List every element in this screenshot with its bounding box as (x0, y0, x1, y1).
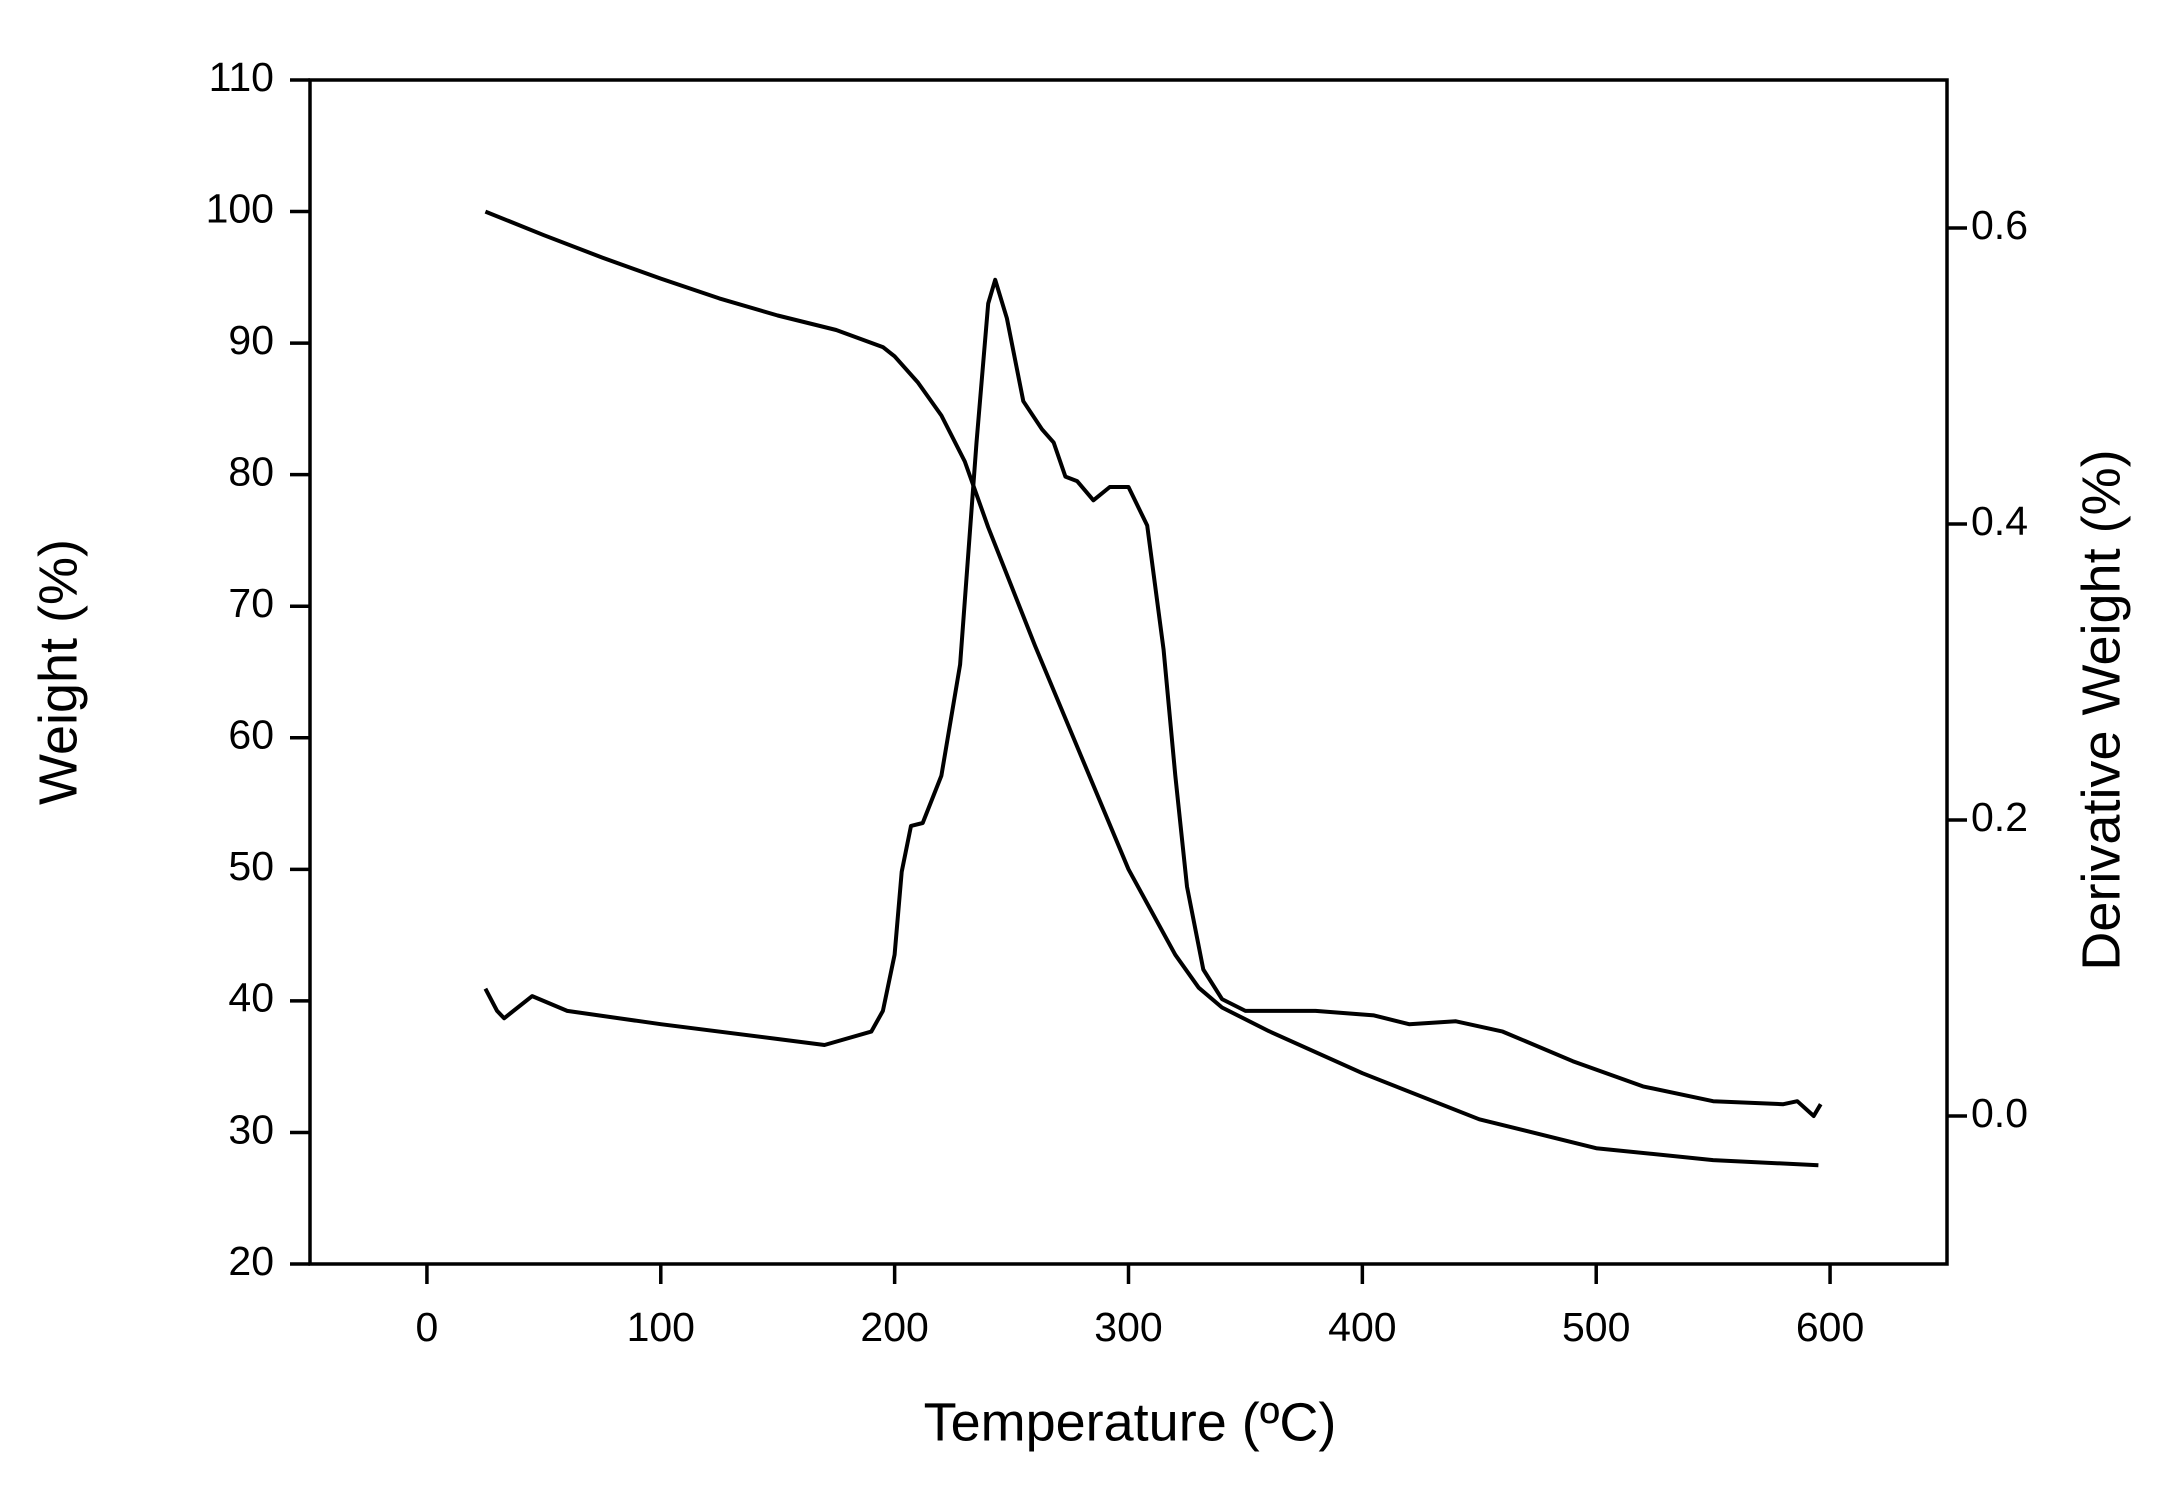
x-tick-label: 500 (1562, 1304, 1630, 1350)
y2-tick-label: 0.0 (1971, 1090, 2028, 1136)
y-tick-label: 60 (228, 712, 274, 758)
x-tick-label: 400 (1328, 1304, 1396, 1350)
x-tick-label: 0 (416, 1304, 439, 1350)
data-line (483, 277, 1823, 1118)
y2-tick-label: 0.2 (1971, 794, 2028, 840)
y-tick-label: 70 (228, 580, 274, 626)
y-tick-label: 80 (228, 448, 274, 494)
y-tick-label: 20 (228, 1238, 274, 1284)
y2-axis-title: Derivative Weight (%) (2071, 449, 2131, 970)
y-axis-title: Weight (%) (28, 539, 88, 805)
y-tick-label: 90 (228, 317, 274, 363)
x-tick-label: 300 (1094, 1304, 1162, 1350)
x-tick-label: 100 (627, 1304, 695, 1350)
x-axis-title: Temperature (ºC) (924, 1392, 1337, 1452)
y-tick-label: 40 (228, 975, 274, 1021)
y-tick-label: 100 (206, 185, 274, 231)
plot-frame (308, 78, 1949, 1266)
y-tick-label: 30 (228, 1106, 274, 1152)
x-tick-label: 200 (860, 1304, 928, 1350)
data-line (484, 209, 1819, 1168)
y2-tick-label: 0.6 (1971, 202, 2028, 248)
y-tick-label: 50 (228, 843, 274, 889)
y-tick-label: 110 (209, 54, 274, 100)
x-tick-label: 600 (1796, 1304, 1864, 1350)
y2-tick-label: 0.4 (1971, 498, 2028, 544)
